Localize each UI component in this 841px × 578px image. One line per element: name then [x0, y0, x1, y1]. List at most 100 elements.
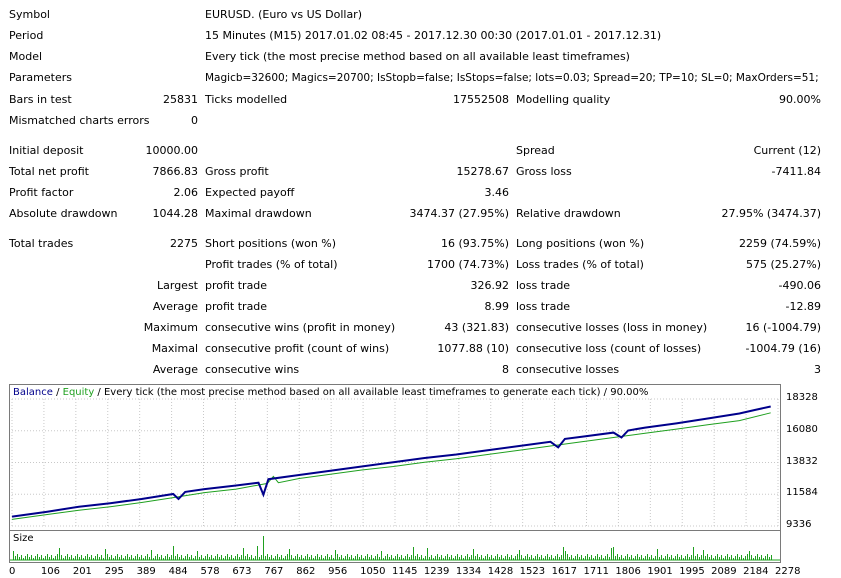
size-bar	[267, 554, 268, 560]
size-bar	[65, 556, 66, 560]
net-profit-label: Total net profit	[9, 165, 89, 178]
size-bar	[643, 558, 644, 560]
x-tick-label: 1050	[360, 566, 386, 577]
size-bar	[743, 558, 744, 560]
size-bar	[333, 558, 334, 560]
short-label: Short positions (won %)	[205, 237, 337, 250]
period-value: 15 Minutes (M15) 2017.01.02 08:45 - 2017…	[205, 29, 662, 42]
size-bar	[243, 548, 244, 560]
size-bar	[589, 557, 590, 560]
size-bar	[173, 546, 174, 560]
size-bar	[767, 554, 768, 560]
size-bar	[713, 558, 714, 560]
parameters-label: Parameters	[9, 71, 72, 84]
size-bar	[617, 554, 618, 560]
size-bar	[759, 557, 760, 560]
size-bar	[443, 558, 444, 560]
size-bar	[321, 555, 322, 560]
size-bar	[477, 554, 478, 560]
size-bar	[233, 558, 234, 560]
size-bar	[365, 556, 366, 560]
size-bar	[697, 554, 698, 560]
size-bar	[419, 557, 420, 560]
size-bar	[765, 556, 766, 560]
size-bar	[435, 556, 436, 560]
size-bar	[219, 557, 220, 560]
size-bar	[323, 558, 324, 560]
size-bar	[495, 556, 496, 560]
size-bar	[99, 557, 100, 560]
size-bar	[763, 558, 764, 560]
x-tick-label: 767	[264, 566, 284, 577]
size-bar	[21, 555, 22, 560]
x-tick-label: 106	[40, 566, 60, 577]
size-bar	[159, 557, 160, 560]
gross-profit-value: 15278.67	[456, 165, 510, 178]
size-bar	[277, 554, 278, 560]
total-trades-label: Total trades	[9, 237, 74, 250]
size-bar	[147, 554, 148, 560]
size-bar	[541, 555, 542, 560]
size-bar	[491, 555, 492, 560]
size-bar	[127, 554, 128, 560]
size-bar	[153, 558, 154, 560]
size-bar	[35, 556, 36, 560]
profit-factor-value: 2.06	[173, 186, 199, 199]
size-bar	[91, 555, 92, 560]
size-bar	[251, 555, 252, 560]
size-bar	[107, 554, 108, 560]
size-bar	[51, 555, 52, 560]
size-bar	[513, 558, 514, 560]
size-bar	[25, 556, 26, 560]
size-bar	[57, 554, 58, 560]
chart-plot	[11, 398, 779, 527]
size-bar	[467, 554, 468, 560]
max-cons-wins-label: consecutive wins (profit in money)	[205, 321, 396, 334]
average2-label: Average	[152, 363, 198, 376]
size-bar	[507, 554, 508, 560]
size-bar	[731, 555, 732, 560]
size-bar	[587, 554, 588, 560]
size-bar	[557, 554, 558, 560]
size-bar	[355, 556, 356, 560]
legend-sep-1: /	[52, 387, 63, 398]
size-bar	[739, 557, 740, 560]
size-bar	[673, 558, 674, 560]
size-bar	[359, 557, 360, 560]
size-bar	[187, 554, 188, 560]
size-bar	[409, 557, 410, 560]
period-label: Period	[9, 29, 44, 42]
average-loss-label: loss trade	[516, 300, 571, 313]
size-bar	[93, 558, 94, 560]
size-bar	[413, 547, 414, 560]
largest-loss-label: loss trade	[516, 279, 571, 292]
size-bar	[735, 556, 736, 560]
size-bar	[155, 556, 156, 560]
size-bar	[281, 555, 282, 560]
profit-trades-label: Profit trades (% of total)	[205, 258, 338, 271]
size-bar	[509, 557, 510, 560]
size-bar	[223, 558, 224, 560]
size-bar	[543, 558, 544, 560]
size-bar	[685, 556, 686, 560]
size-bar	[77, 554, 78, 560]
size-bar	[95, 556, 96, 560]
size-bar	[275, 556, 276, 560]
size-bar	[197, 551, 198, 560]
size-bar	[185, 556, 186, 560]
size-bar	[649, 557, 650, 560]
size-bar	[161, 555, 162, 560]
size-bar	[287, 554, 288, 560]
ticks-value: 17552508	[453, 93, 509, 106]
x-tick-label: 389	[136, 566, 156, 577]
size-bar	[727, 554, 728, 560]
size-bar	[519, 550, 520, 560]
size-bar	[553, 558, 554, 560]
legend-sep-2: /	[94, 387, 104, 398]
series-line-equity	[11, 412, 771, 520]
size-bar	[29, 557, 30, 560]
size-bar	[559, 557, 560, 560]
size-bar	[425, 556, 426, 560]
size-bar	[143, 558, 144, 560]
size-bar	[627, 554, 628, 560]
